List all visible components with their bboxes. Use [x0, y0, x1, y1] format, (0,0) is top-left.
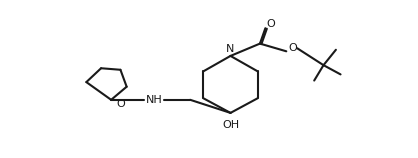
Text: OH: OH — [222, 120, 239, 130]
Text: O: O — [116, 99, 125, 109]
Text: O: O — [266, 19, 275, 29]
Text: O: O — [288, 43, 297, 53]
Text: N: N — [226, 44, 234, 54]
Text: NH: NH — [145, 95, 162, 105]
